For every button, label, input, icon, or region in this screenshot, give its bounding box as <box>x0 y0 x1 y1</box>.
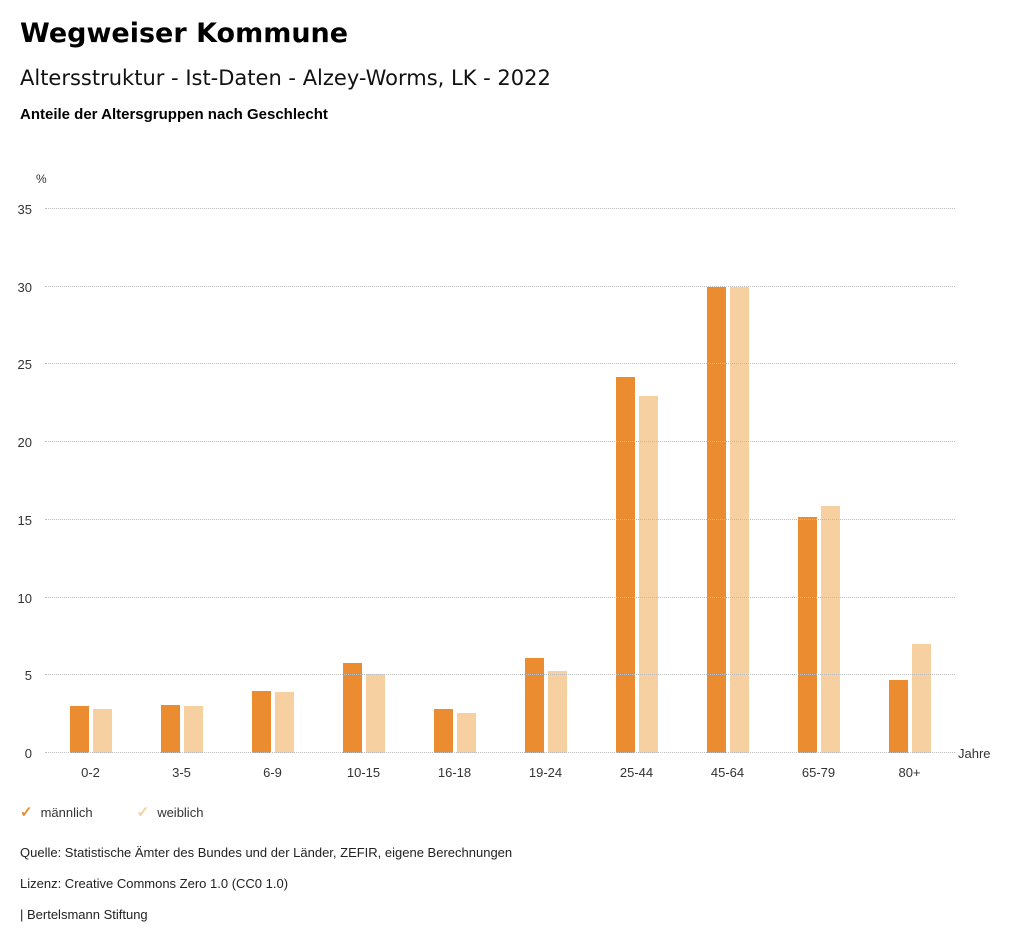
legend: ✓ männlich ✓ weiblich <box>20 803 203 821</box>
x-tick-label: 3-5 <box>172 765 191 780</box>
bar-group <box>591 209 682 753</box>
y-tick-label: 20 <box>17 435 32 451</box>
legend-label: weiblich <box>157 804 204 820</box>
x-tick-label: 10-15 <box>346 765 381 780</box>
y-tick-label: 30 <box>17 279 32 295</box>
legend-label: männlich <box>40 804 93 820</box>
legend-item-männlich[interactable]: ✓ männlich <box>20 803 93 821</box>
x-tick-label: 80+ <box>898 765 921 780</box>
y-tick-label: 0 <box>24 746 32 761</box>
gridline <box>45 674 955 676</box>
y-tick-label: 5 <box>24 668 32 684</box>
attribution-text: | Bertelsmann Stiftung <box>20 907 148 922</box>
legend-item-weiblich[interactable]: ✓ weiblich <box>137 803 204 821</box>
chart-subtitle: Altersstruktur - Ist-Daten - Alzey-Worms… <box>20 66 551 90</box>
x-tick-label: 0-2 <box>81 765 100 780</box>
chart-heading: Anteile der Altersgruppen nach Geschlech… <box>20 106 328 123</box>
check-icon: ✓ <box>136 804 150 821</box>
bar-weiblich-45-64[interactable] <box>729 286 749 753</box>
x-tick-label: 19-24 <box>528 765 563 780</box>
bar-männlich-10-15[interactable] <box>342 662 362 753</box>
gridline <box>45 518 955 520</box>
bar-group <box>45 209 136 753</box>
bar-weiblich-3-5[interactable] <box>183 706 203 753</box>
y-tick-label: 10 <box>17 590 32 606</box>
bar-männlich-65-79[interactable] <box>797 516 817 753</box>
bar-group <box>227 209 318 753</box>
x-tick-label: 25-44 <box>619 765 654 780</box>
bar-männlich-80+[interactable] <box>888 679 908 753</box>
x-tick-label: 16-18 <box>437 765 472 780</box>
bar-group <box>409 209 500 753</box>
bar-weiblich-10-15[interactable] <box>365 673 385 753</box>
bar-männlich-19-24[interactable] <box>524 658 544 753</box>
x-tick-label: 6-9 <box>263 765 282 780</box>
x-axis-unit-label: Jahre <box>958 746 991 761</box>
bar-männlich-0-2[interactable] <box>69 706 89 753</box>
x-axis: 0-2 3-5 6-9 10-15 16-18 19-24 25-44 45-64 65-79 8… <box>45 765 955 780</box>
bar-weiblich-6-9[interactable] <box>274 692 294 753</box>
gridline <box>45 752 955 753</box>
plot-area <box>45 208 955 753</box>
y-axis-unit-label: % <box>36 172 47 186</box>
bar-weiblich-65-79[interactable] <box>820 505 840 753</box>
gridline <box>45 441 955 443</box>
bar-group <box>864 209 955 753</box>
y-axis: 0 5 10 15 20 25 30 35 <box>0 202 32 761</box>
bar-weiblich-16-18[interactable] <box>456 712 476 753</box>
bar-männlich-6-9[interactable] <box>251 690 271 753</box>
bar-group <box>682 209 773 753</box>
gridline <box>45 208 955 209</box>
y-tick-label: 25 <box>17 357 32 373</box>
bar-männlich-16-18[interactable] <box>433 709 453 753</box>
source-text: Quelle: Statistische Ämter des Bundes un… <box>20 845 513 860</box>
bar-männlich-25-44[interactable] <box>615 376 635 753</box>
x-tick-label: 65-79 <box>801 765 836 780</box>
bar-männlich-45-64[interactable] <box>706 286 726 753</box>
bar-group <box>773 209 864 753</box>
bar-group <box>500 209 591 753</box>
bar-weiblich-80+[interactable] <box>911 644 931 753</box>
y-tick-label: 15 <box>17 512 32 528</box>
x-tick-label: 45-64 <box>710 765 745 780</box>
check-icon: ✓ <box>20 804 33 821</box>
page-title: Wegweiser Kommune <box>20 18 349 49</box>
gridline <box>45 363 955 365</box>
y-tick-label: 35 <box>17 202 32 217</box>
bar-weiblich-25-44[interactable] <box>638 395 658 753</box>
license-text: Lizenz: Creative Commons Zero 1.0 (CC0 1… <box>20 876 289 891</box>
bar-group <box>136 209 227 753</box>
gridline <box>45 285 955 287</box>
bar-männlich-3-5[interactable] <box>160 704 180 753</box>
bars-row <box>45 209 955 753</box>
bar-weiblich-0-2[interactable] <box>92 709 112 753</box>
bar-weiblich-19-24[interactable] <box>547 670 567 753</box>
gridline <box>45 596 955 598</box>
bar-group <box>318 209 409 753</box>
